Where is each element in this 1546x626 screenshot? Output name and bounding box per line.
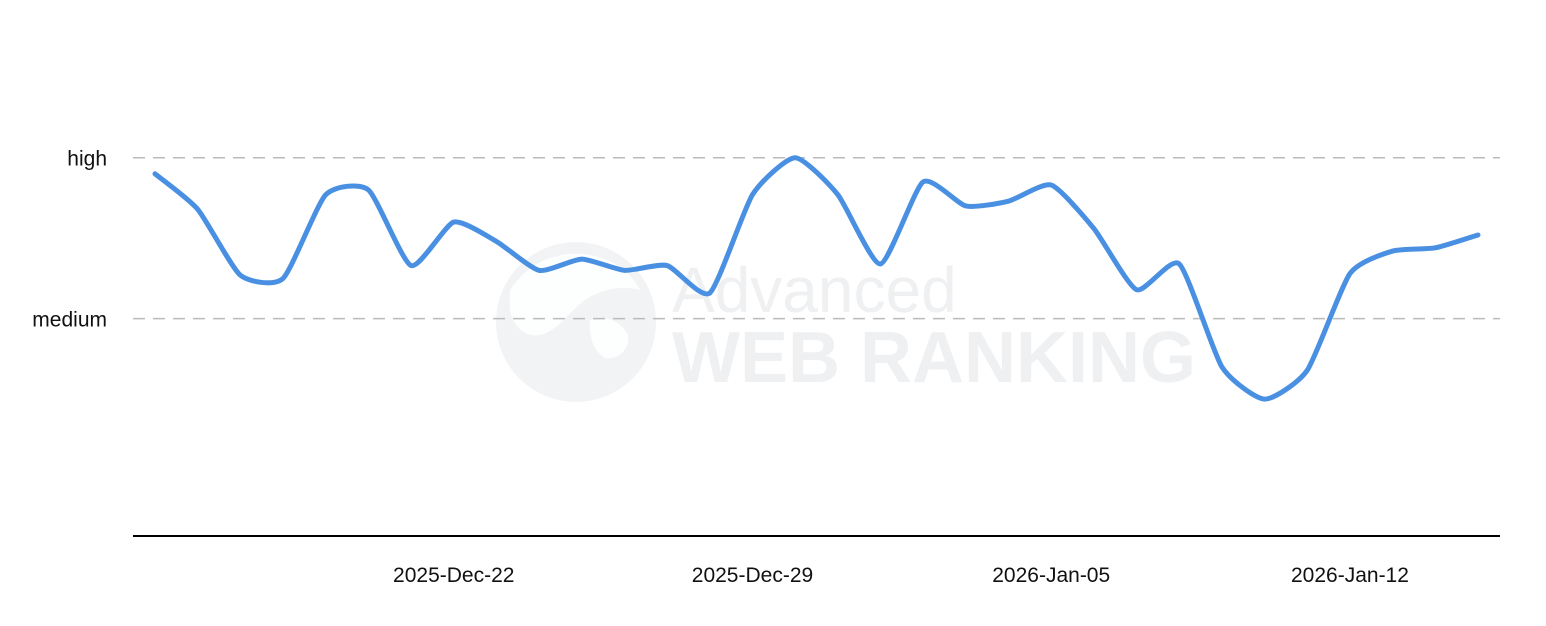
x-tick-label: 2026-Jan-12 bbox=[1291, 564, 1409, 587]
x-axis-labels: 2025-Dec-22 2025-Dec-29 2026-Jan-05 2026-Ja… bbox=[393, 564, 1409, 587]
x-tick-label: 2025-Dec-29 bbox=[692, 564, 813, 587]
y-axis-labels: medium high bbox=[32, 148, 107, 332]
y-tick-label-high: high bbox=[67, 148, 107, 171]
watermark-line2: WEB RANKING bbox=[672, 318, 1196, 398]
globe-logo-icon bbox=[496, 242, 656, 402]
grid-lines bbox=[133, 156, 1500, 320]
series-line bbox=[152, 155, 1481, 402]
watermark: Advanced WEB RANKING bbox=[496, 242, 1196, 402]
x-tick-label: 2025-Dec-22 bbox=[393, 564, 514, 587]
y-tick-label-medium: medium bbox=[32, 309, 107, 332]
x-tick-label: 2026-Jan-05 bbox=[992, 564, 1110, 587]
watermark-line1: Advanced bbox=[672, 254, 957, 326]
series bbox=[152, 155, 1481, 402]
